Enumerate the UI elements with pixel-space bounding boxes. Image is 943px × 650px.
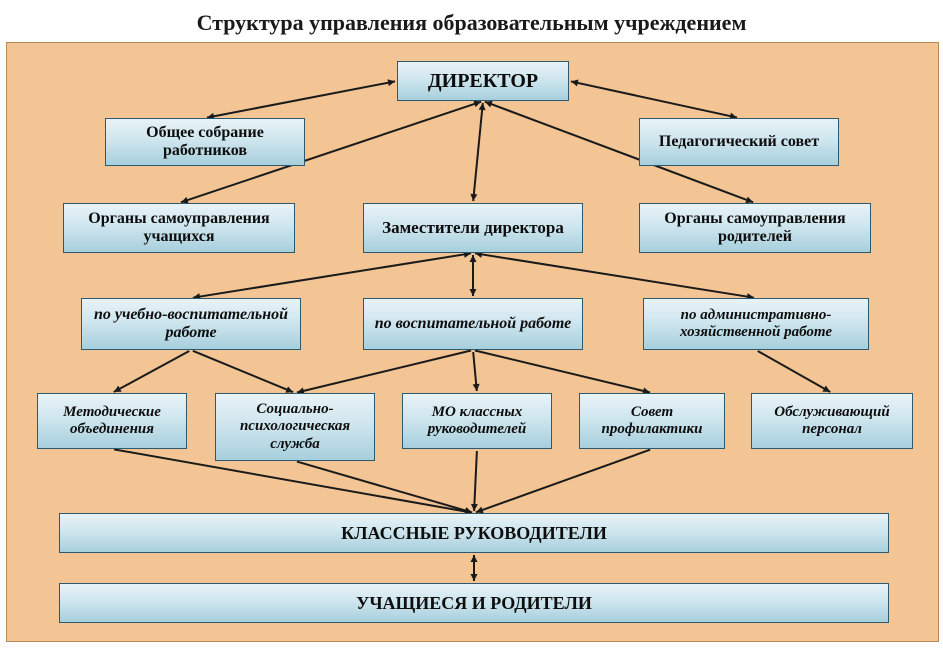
diagram-canvas: ДИРЕКТОР Общее собрание работников Педагог… xyxy=(6,42,939,642)
node-staff: Обслуживающий персонал xyxy=(751,393,913,449)
node-dep_admin: по административно-хозяйственной работе xyxy=(643,298,869,350)
node-profilakt: Совет профилактики xyxy=(579,393,725,449)
node-class_heads: КЛАССНЫЕ РУКОВОДИТЕЛИ xyxy=(59,513,889,553)
edge-socpsy-class_heads xyxy=(297,462,472,513)
node-metod: Методические объединения xyxy=(37,393,187,449)
edge-dep_vosp-mo_class xyxy=(473,352,477,391)
edge-director-assembly xyxy=(207,81,395,117)
node-self_stud: Органы самоуправления учащихся xyxy=(63,203,295,253)
edge-dep_edu-metod xyxy=(114,351,189,392)
node-pedsovet: Педагогический совет xyxy=(639,118,839,166)
node-students_parents: УЧАЩИЕСЯ И РОДИТЕЛИ xyxy=(59,583,889,623)
edge-mo_class-class_heads xyxy=(474,451,477,511)
node-assembly: Общее собрание работников xyxy=(105,118,305,166)
edge-dep_admin-staff xyxy=(758,351,831,392)
node-deputies: Заместители директора xyxy=(363,203,583,253)
edge-dep_edu-socpsy xyxy=(193,351,293,392)
edge-profilakt-class_heads xyxy=(476,450,650,513)
edge-dep_vosp-profilakt xyxy=(475,350,650,392)
edge-director-pedsovet xyxy=(571,81,737,117)
edge-dep_vosp-socpsy xyxy=(297,350,471,392)
node-director: ДИРЕКТОР xyxy=(397,61,569,101)
page-title: Структура управления образовательным учр… xyxy=(0,0,943,42)
node-mo_class: МО классных руководителей xyxy=(402,393,552,449)
edge-deputies-dep_admin xyxy=(475,253,754,297)
edge-deputies-dep_edu xyxy=(193,253,471,297)
node-dep_vosp: по воспитательной работе xyxy=(363,298,583,350)
node-self_par: Органы самоуправления родителей xyxy=(639,203,871,253)
node-dep_edu: по учебно-воспитательной работе xyxy=(81,298,301,350)
edge-director-deputies xyxy=(473,103,483,201)
node-socpsy: Социально-психологическая служба xyxy=(215,393,375,461)
